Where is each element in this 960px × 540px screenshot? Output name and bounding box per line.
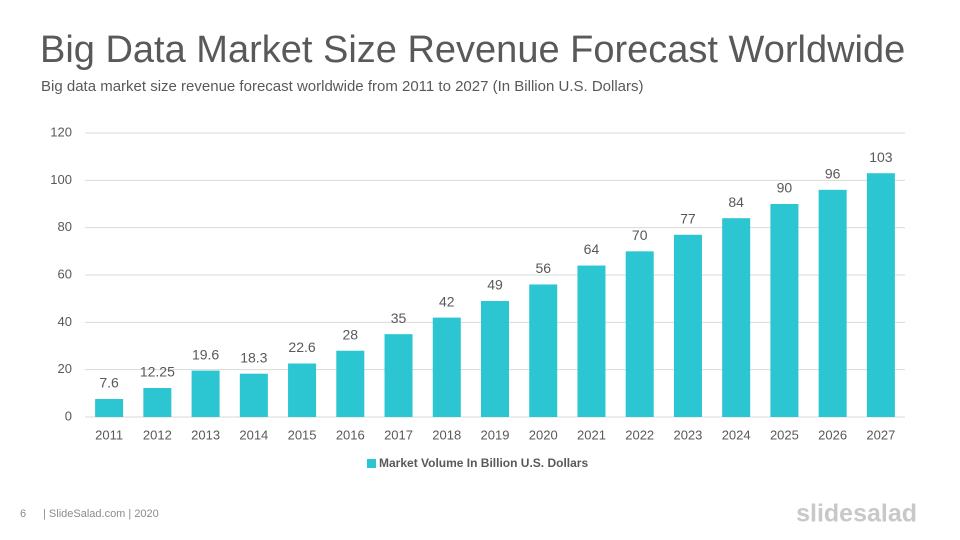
bar <box>481 301 509 417</box>
y-tick-label: 120 <box>50 124 72 139</box>
bar <box>95 399 124 417</box>
data-label: 49 <box>487 277 503 293</box>
bar <box>818 189 847 417</box>
data-label: 96 <box>825 166 841 182</box>
x-tick-label: 2013 <box>191 427 220 442</box>
y-tick-label: 100 <box>50 172 72 187</box>
x-tick-label: 2021 <box>577 427 606 442</box>
chart-title: Big Data Market Size Revenue Forecast Wo… <box>40 29 905 71</box>
x-tick-label: 2012 <box>143 427 172 442</box>
data-label: 35 <box>391 310 407 326</box>
x-tick-label: 2027 <box>866 427 895 442</box>
x-tick-label: 2018 <box>432 427 461 442</box>
data-label: 19.6 <box>192 346 219 362</box>
data-label: 70 <box>632 227 648 243</box>
bar <box>673 234 702 417</box>
x-tick-label: 2020 <box>529 427 558 442</box>
x-tick-label: 2025 <box>770 427 799 442</box>
bar <box>625 251 654 417</box>
y-tick-label: 0 <box>65 408 72 423</box>
bar <box>722 218 751 417</box>
x-tick-label: 2011 <box>95 427 123 442</box>
bar <box>143 388 172 417</box>
data-label: 90 <box>777 180 793 196</box>
bar <box>336 350 365 417</box>
data-label: 77 <box>680 210 696 226</box>
data-label: 18.3 <box>240 349 267 365</box>
data-label: 12.25 <box>140 364 175 380</box>
page-number: 6 <box>20 508 26 520</box>
bar <box>191 370 220 417</box>
bar <box>384 334 413 417</box>
y-tick-label: 60 <box>58 266 72 281</box>
chart-subtitle: Big data market size revenue forecast wo… <box>41 78 644 95</box>
logo: slidesalad <box>796 500 917 528</box>
legend-label: Market Volume In Billion U.S. Dollars <box>379 456 588 470</box>
y-tick-label: 40 <box>58 314 72 329</box>
x-tick-label: 2016 <box>336 427 365 442</box>
x-tick-label: 2015 <box>288 427 317 442</box>
data-label: 84 <box>728 194 744 210</box>
x-tick-label: 2023 <box>673 427 702 442</box>
data-label: 7.6 <box>99 375 119 391</box>
y-tick-label: 20 <box>58 361 72 376</box>
data-label: 103 <box>869 149 893 165</box>
footer-text: | SlideSalad.com | 2020 <box>43 508 159 520</box>
x-tick-label: 2017 <box>384 427 413 442</box>
bar <box>577 265 606 417</box>
bar <box>432 317 461 417</box>
data-label: 22.6 <box>288 339 315 355</box>
x-tick-label: 2022 <box>625 427 654 442</box>
bar <box>866 173 895 417</box>
y-tick-label: 80 <box>58 219 72 234</box>
bar <box>288 363 317 417</box>
data-label: 64 <box>584 241 600 257</box>
data-label: 28 <box>343 326 359 342</box>
bar <box>239 373 268 417</box>
data-label: 56 <box>535 260 551 276</box>
x-tick-label: 2024 <box>722 427 751 442</box>
bar <box>529 284 558 417</box>
data-label: 42 <box>439 293 455 309</box>
x-tick-label: 2026 <box>818 427 847 442</box>
x-tick-label: 2019 <box>481 427 510 442</box>
bar <box>770 204 799 417</box>
legend-swatch <box>367 459 376 468</box>
x-tick-label: 2014 <box>239 427 268 442</box>
